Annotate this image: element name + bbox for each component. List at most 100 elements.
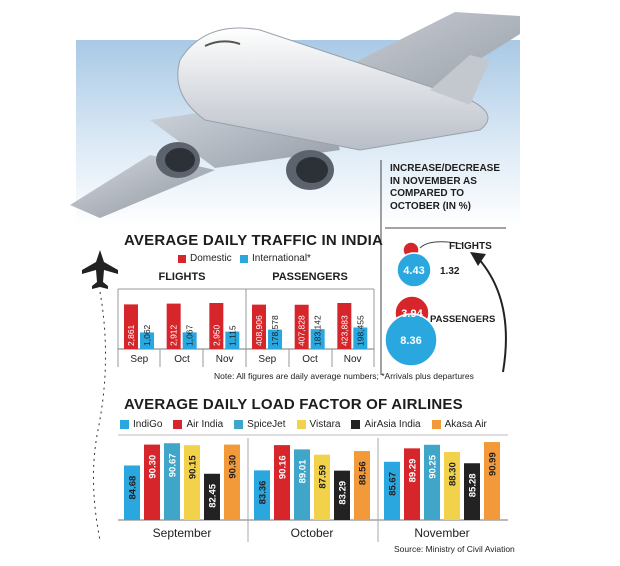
load-legend-item: Vistara — [296, 419, 341, 430]
change-title-line: COMPARED TO — [390, 188, 465, 199]
legend-international: International* — [240, 253, 311, 264]
load-value-label: 89.29 — [408, 459, 419, 483]
bar-international-nov — [353, 327, 368, 349]
airplane-photo — [70, 12, 520, 218]
bar-domestic-oct — [294, 304, 309, 349]
legend-swatch — [296, 420, 306, 429]
legend-label: Vistara — [309, 419, 341, 430]
flights-international-circle — [396, 252, 432, 288]
traffic-title: AVERAGE DAILY TRAFFIC IN INDIA — [124, 232, 384, 249]
load-legend-item: Air India — [173, 419, 223, 430]
bar-international-sep — [268, 329, 282, 349]
load-value-label: 83.29 — [338, 481, 349, 505]
change-value: 3.94 — [401, 308, 423, 320]
load-value-label: 89.01 — [298, 459, 309, 483]
load-legend-item: IndiGo — [120, 419, 162, 430]
x-tick-label: Sep — [130, 354, 148, 365]
load-bar-akasaair-october — [354, 451, 370, 520]
bar-value-label: 1,115 — [227, 325, 237, 346]
load-value-label: 90.67 — [168, 453, 179, 477]
change-value: 8.36 — [400, 335, 421, 347]
trend-arrow — [477, 257, 507, 373]
load-bar-airindia-november — [404, 448, 420, 520]
change-passengers-label: PASSENGERS — [430, 314, 496, 325]
load-value-label: 90.25 — [428, 454, 439, 478]
change-circles: 4.43 3.94 8.36 — [384, 241, 438, 367]
bar-international-oct — [182, 332, 197, 349]
load-legend-item: AirAsia India — [351, 419, 421, 430]
bar-value-label: 1,062 — [142, 324, 152, 346]
bar-value-label: 1,067 — [185, 324, 195, 346]
bar-international-nov — [225, 331, 240, 349]
legend-swatch — [234, 420, 244, 429]
load-factor-chart: 84.68 90.30 90.67 90.15 82.45 90.30 September 8… — [124, 442, 500, 540]
bar-international-oct — [310, 329, 325, 349]
bar-international-sep — [140, 332, 154, 349]
flights-chart: 2,861 1,062 Sep 2,912 1,067 Oct 2,950 1,115 Nov — [124, 303, 240, 365]
legend-swatch — [173, 420, 183, 429]
load-value-label: 90.30 — [148, 455, 159, 479]
legend-label: International* — [252, 253, 311, 264]
change-panel-title: INCREASE/DECREASE IN NOVEMBER AS COMPARE… — [390, 163, 500, 213]
load-value-label: 90.99 — [488, 452, 499, 476]
bar-domestic-nov — [209, 303, 224, 349]
load-title: AVERAGE DAILY LOAD FACTOR OF AIRLINES — [124, 396, 463, 413]
legend-label: IndiGo — [133, 419, 163, 430]
passengers-international-circle — [384, 313, 438, 367]
load-value-label: 85.28 — [468, 473, 479, 497]
load-bar-indigo-september — [124, 465, 140, 520]
bar-value-label: 178,578 — [270, 315, 280, 346]
x-tick-label: September — [153, 526, 212, 540]
traffic-note: Note: All figures are daily average numb… — [214, 371, 474, 381]
bar-value-label: 2,912 — [169, 324, 179, 346]
load-value-label: 88.30 — [448, 462, 459, 486]
load-bar-indigo-october — [254, 470, 270, 520]
load-value-label: 84.68 — [128, 476, 139, 500]
load-value-label: 82.45 — [208, 483, 219, 507]
bar-value-label: 2,950 — [211, 324, 221, 346]
bar-value-label: 198,455 — [355, 315, 365, 346]
legend-label: SpiceJet — [247, 419, 286, 430]
change-value: 4.43 — [403, 265, 424, 277]
load-bar-akasaair-september — [224, 444, 240, 520]
legend-swatch — [120, 420, 129, 429]
load-bar-airasiaindia-november — [464, 463, 480, 520]
bar-value-label: 423,883 — [339, 315, 349, 346]
load-value-label: 88.56 — [358, 461, 369, 485]
passengers-chart: 408,906 178,578 Sep 407,828 183,142 Oct 423,88… — [252, 303, 368, 365]
load-bar-spicejet-september — [164, 443, 180, 520]
change-title-line: IN NOVEMBER AS — [390, 175, 477, 187]
load-value-label: 87.59 — [318, 465, 329, 489]
legend-swatch — [240, 254, 248, 263]
load-legend-item: Akasa Air — [431, 419, 487, 430]
x-tick-label: Nov — [344, 354, 362, 365]
load-bar-airasiaindia-september — [204, 473, 220, 520]
load-bar-vistara-november — [444, 452, 460, 520]
load-bar-spicejet-november — [424, 444, 440, 520]
plane-icon — [82, 250, 118, 289]
x-tick-label: Sep — [258, 354, 276, 365]
load-value-label: 85.67 — [388, 472, 399, 496]
dashed-flight-path — [92, 291, 106, 541]
legend-label: Air India — [186, 419, 224, 430]
bar-value-label: 408,906 — [254, 315, 264, 346]
load-value-label: 83.36 — [258, 481, 269, 505]
legend-domestic: Domestic — [178, 253, 232, 264]
load-bar-vistara-october — [314, 454, 330, 520]
load-legend-item: SpiceJet — [234, 419, 286, 430]
bar-domestic-sep — [252, 304, 266, 349]
load-bar-airindia-september — [144, 444, 160, 520]
bar-domestic-nov — [337, 303, 352, 349]
x-tick-label: November — [414, 526, 469, 540]
load-bar-indigo-november — [384, 461, 400, 520]
passengers-subtitle: PASSENGERS — [272, 271, 348, 283]
load-bar-vistara-september — [184, 445, 200, 520]
change-flights-domestic: 1.32 — [440, 266, 460, 277]
bar-domestic-sep — [124, 304, 138, 349]
load-legend: IndiGo Air India SpiceJet Vistara AirAsia In… — [120, 419, 487, 430]
x-tick-label: Nov — [216, 354, 234, 365]
bar-value-label: 183,142 — [313, 315, 323, 346]
x-tick-label: Oct — [174, 354, 190, 365]
